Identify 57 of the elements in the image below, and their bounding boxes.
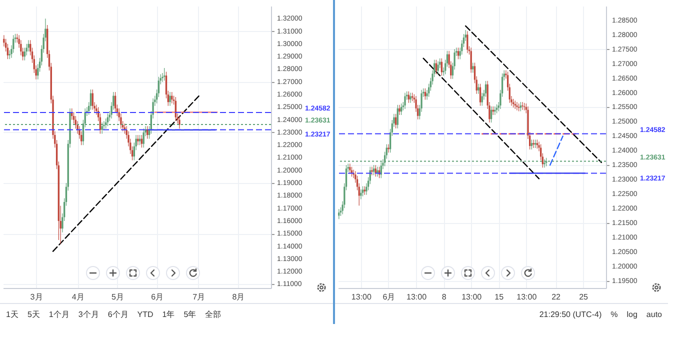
candlestick [532,139,534,148]
x-tick-label: 13:00 [462,292,482,302]
candlestick [388,144,390,153]
x-tick-label: 4月 [72,292,84,302]
text: 21:29:50 (UTC-4) [539,310,602,318]
candlestick [437,60,439,75]
candlestick [164,68,166,81]
candlestick [178,116,180,129]
candlestick [530,139,532,150]
candlestick [376,166,378,177]
candlestick [28,40,30,52]
candlestick [410,92,412,104]
candlestick [466,30,468,54]
candlestick [396,104,398,129]
x-tick-label: 25 [579,292,589,302]
text: % [610,310,618,318]
candlestick [494,106,496,116]
x-tick-label: 3月 [30,292,43,302]
text: 1个月 [48,308,70,320]
x-tick-label: 13:00 [406,292,428,302]
text: 1天 [6,308,18,320]
candlestick [516,102,518,111]
x-tick-label: 6月 [382,292,396,302]
candlestick [349,163,351,174]
text: 3个月 [78,308,99,320]
candlestick [522,102,524,110]
candlestick [142,128,144,148]
candlestick [478,84,480,94]
x-tick-label: 6月 [151,292,164,302]
text: 6个月 [108,308,128,320]
candlestick [404,92,406,110]
x-tick-label: 7月 [192,292,206,302]
candlestick [479,84,482,106]
candlestick [360,189,362,200]
candlestick [137,134,139,146]
text: 5年 [184,308,196,320]
text: 全部 [205,308,222,320]
candlestick [470,47,472,74]
candlestick [171,92,173,104]
x-tick-label: 15 [494,292,504,302]
text: 1年 [162,308,175,320]
x-tick-label: 22 [552,292,562,302]
text: auto [646,310,662,318]
candlestick [169,92,171,106]
candlestick [398,104,400,116]
candlestick [472,62,474,74]
x-tick-label: 13:00 [516,292,538,302]
text: log [626,310,638,318]
x-tick-label: 5月 [111,292,124,302]
x-tick-label: 13:00 [351,292,372,302]
candlestick [481,92,483,106]
candlestick [435,59,438,75]
text: 5天 [27,308,40,320]
candlestick [484,80,487,98]
x-tick-label: 8 [442,292,447,302]
text: YTD [137,310,154,318]
x-tick-label: 8月 [232,292,245,302]
